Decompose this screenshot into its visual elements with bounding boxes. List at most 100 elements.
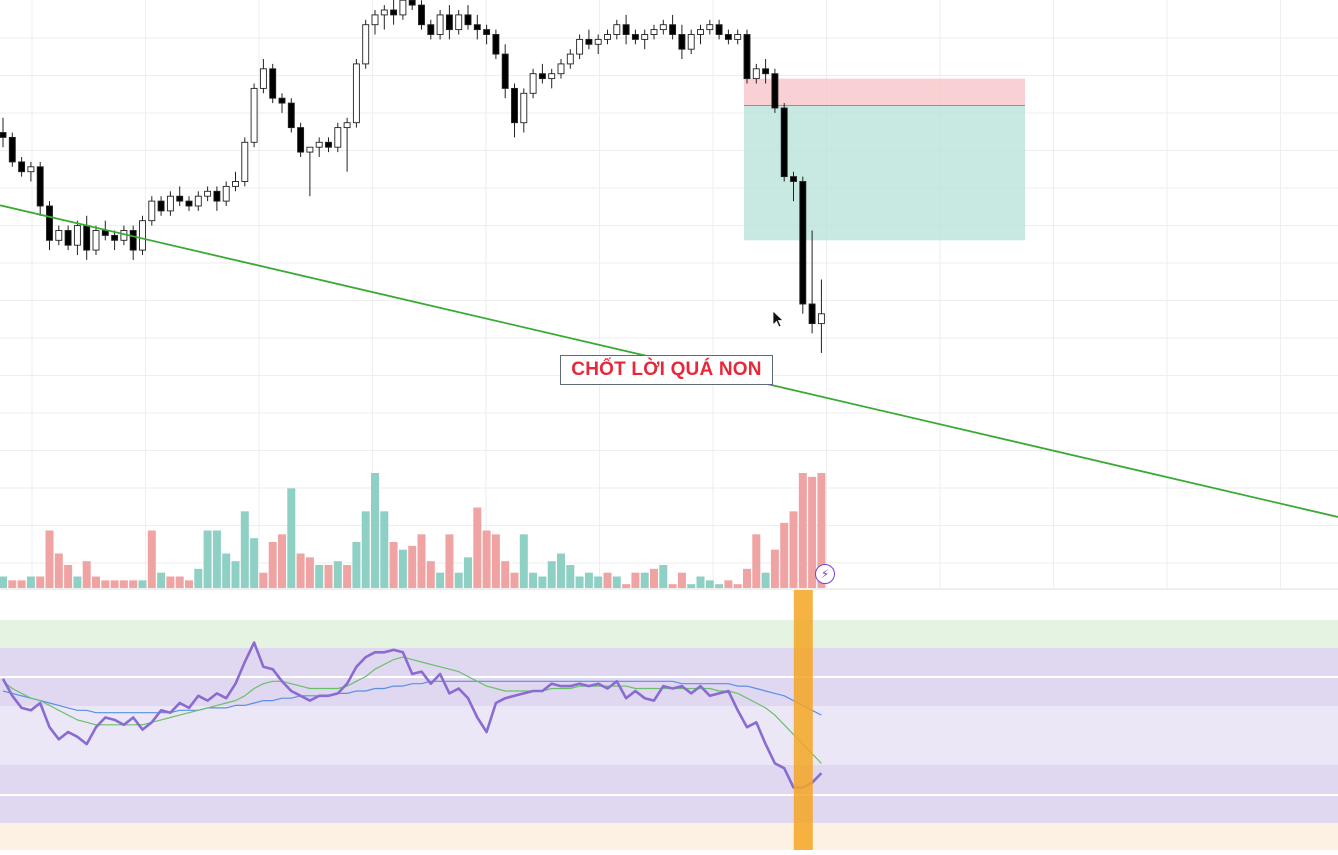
volume-bar xyxy=(194,568,203,588)
candle-body xyxy=(641,34,649,40)
candle-body xyxy=(0,132,7,138)
candle-body xyxy=(157,200,165,212)
volume-bar xyxy=(417,534,426,588)
volume-bar xyxy=(278,534,286,588)
candle-body xyxy=(148,200,156,222)
candle-body xyxy=(790,176,797,182)
volume-bar xyxy=(305,557,314,588)
candle-body xyxy=(408,0,416,6)
volume-bar xyxy=(817,473,826,588)
volume-bar xyxy=(361,511,370,588)
candle-body xyxy=(594,38,602,45)
stop-loss-zone xyxy=(744,78,1025,106)
volume-bar xyxy=(408,545,417,588)
volume-bar xyxy=(668,584,677,588)
candle-body xyxy=(418,4,425,26)
candle-body xyxy=(566,53,574,65)
candle-body xyxy=(250,87,258,143)
volume-bar xyxy=(724,580,733,588)
volume-bar xyxy=(640,572,649,588)
candle-body xyxy=(325,141,332,148)
volume-bar xyxy=(770,549,779,588)
position-zones xyxy=(744,78,1025,241)
candle-body xyxy=(241,141,249,182)
volume-bar xyxy=(491,534,500,588)
volume-bar xyxy=(575,576,584,588)
candle-body xyxy=(483,29,491,35)
volume-bar xyxy=(398,549,407,588)
candle-body xyxy=(343,122,351,129)
candle-body xyxy=(73,225,81,246)
candle-body xyxy=(501,53,509,89)
candle-body xyxy=(269,68,277,99)
volume-bar xyxy=(510,572,519,588)
volume-bar xyxy=(259,572,268,588)
volume-bar xyxy=(147,530,156,588)
volume-bar xyxy=(650,568,658,588)
volume-bar xyxy=(175,576,184,588)
volume-bar xyxy=(677,572,686,588)
mouse-cursor-icon xyxy=(772,310,785,328)
rsi-overbought-zone xyxy=(0,620,1338,648)
candle-body xyxy=(557,63,565,75)
volume-bar xyxy=(82,561,91,588)
volume-bar xyxy=(222,553,231,588)
candle-body xyxy=(36,166,44,207)
volume-bar xyxy=(315,565,324,588)
candle-body xyxy=(715,24,723,35)
volume-bar xyxy=(584,572,593,588)
candle-body xyxy=(799,181,807,305)
candle-body xyxy=(399,0,407,16)
volume-bar xyxy=(696,576,705,588)
volume-bar xyxy=(389,542,398,588)
volume-bar xyxy=(733,584,742,588)
candle-body xyxy=(529,73,537,94)
volume-bar xyxy=(212,530,221,588)
candle-body xyxy=(129,230,137,251)
volume-bar xyxy=(612,576,621,588)
rsi-pane xyxy=(0,620,1338,850)
volume-bar xyxy=(110,580,119,588)
volume-bar xyxy=(296,553,305,588)
candle-body xyxy=(734,34,742,40)
volume-bar xyxy=(743,568,751,588)
rsi-mid-band xyxy=(0,706,1338,765)
lightning-icon[interactable]: ⚡ xyxy=(815,564,835,584)
volume-bar xyxy=(445,534,454,588)
volume-bar xyxy=(473,507,482,588)
volume-bar xyxy=(631,572,640,588)
volume-bar xyxy=(659,565,668,588)
rsi-oversold-zone xyxy=(0,823,1338,850)
volume-bar xyxy=(380,511,389,588)
volume-bar xyxy=(557,553,565,588)
candle-body xyxy=(678,34,686,50)
candles xyxy=(0,0,825,353)
volume-bar xyxy=(687,584,696,588)
volume-bar xyxy=(482,530,491,588)
volume-bar xyxy=(501,561,510,588)
volume-bar xyxy=(203,530,212,588)
candle-body xyxy=(511,87,518,124)
candle-body xyxy=(380,9,388,16)
volume-bar xyxy=(752,534,761,588)
volume-bar xyxy=(780,522,789,588)
candle-body xyxy=(8,136,16,163)
volume-bar xyxy=(603,572,612,588)
rsi-line xyxy=(1,641,823,789)
volume-bar xyxy=(426,561,435,588)
volume-bar xyxy=(333,561,342,588)
candle-body xyxy=(492,34,500,55)
candle-body xyxy=(83,225,91,251)
candle-body xyxy=(464,14,472,26)
annotation-label: CHỐT LỜI QUÁ NON xyxy=(560,355,773,385)
candle-body xyxy=(352,63,360,124)
volume-bar xyxy=(157,572,166,588)
candle-body xyxy=(520,92,528,124)
volume-bar xyxy=(54,553,63,588)
volume-bar xyxy=(566,565,575,588)
volume-bar xyxy=(808,476,817,588)
volume-bar xyxy=(185,580,193,588)
volume-bar xyxy=(371,473,379,588)
